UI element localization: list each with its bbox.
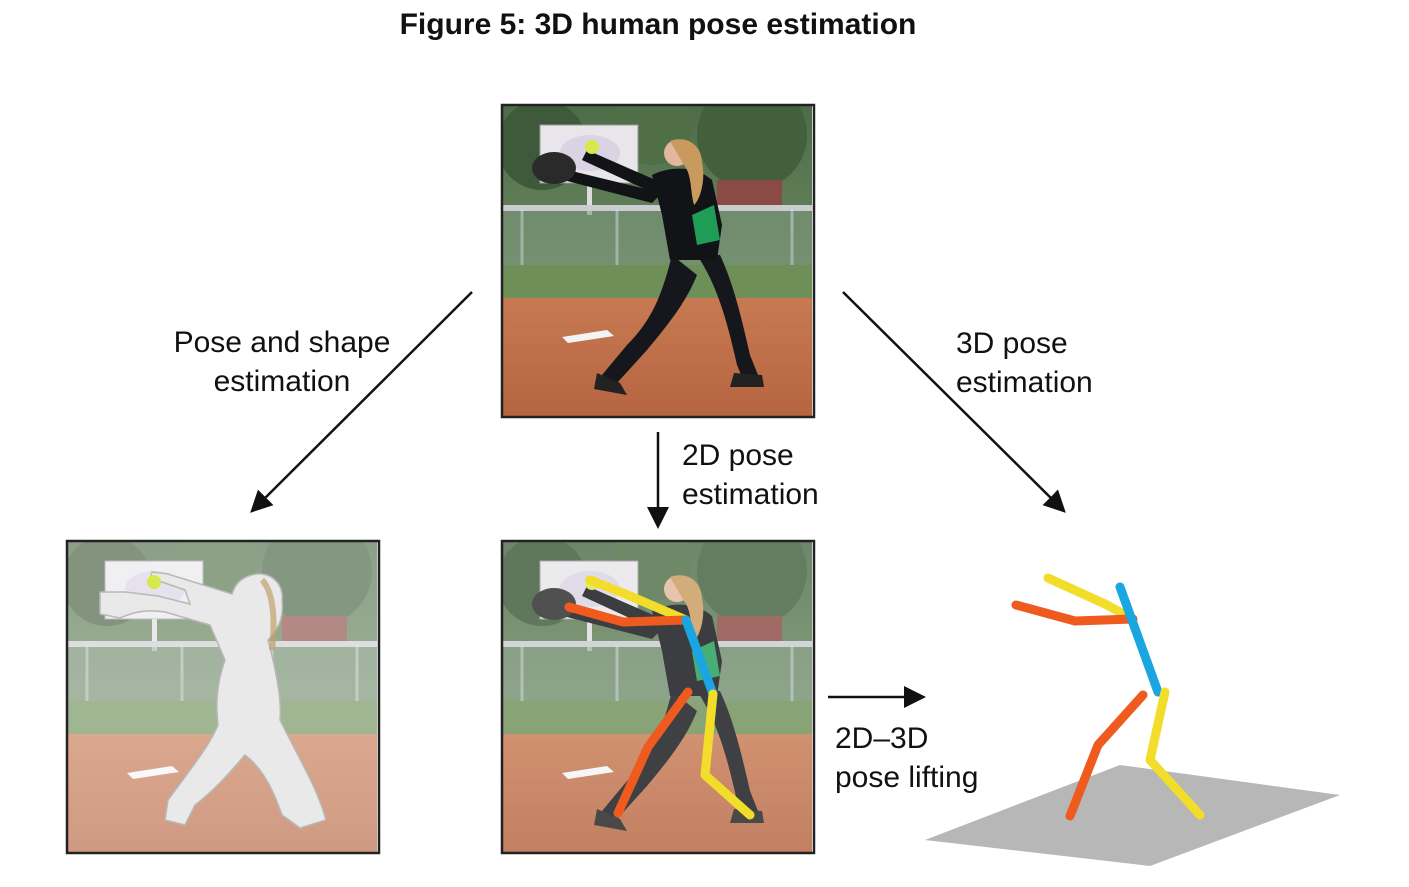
pose-shape-result-photo bbox=[65, 539, 381, 855]
label-pose-shape-line-2: estimation bbox=[213, 365, 351, 398]
label-2d-pose-line-2: estimation bbox=[682, 478, 819, 511]
ground-plane bbox=[925, 765, 1340, 866]
label-3d-pose-estimation: 3D pose estimation bbox=[956, 324, 1093, 402]
figure-title: Figure 5: 3D human pose estimation bbox=[399, 8, 917, 41]
2d-skeleton bbox=[564, 575, 755, 820]
label-pose-shape-line-1: Pose and shape bbox=[173, 326, 391, 359]
arrows bbox=[250, 291, 1066, 708]
3d-skeleton bbox=[1011, 573, 1205, 821]
label-2d-pose-line-1: 2D pose bbox=[682, 439, 794, 472]
label-2d-pose-estimation: 2D pose estimation bbox=[682, 436, 819, 514]
label-2d-3d-pose-lifting: 2D–3D pose lifting bbox=[835, 719, 978, 797]
label-lifting-line-1: 2D–3D bbox=[835, 722, 929, 755]
input-photo bbox=[500, 103, 816, 419]
label-lifting-line-2: pose lifting bbox=[835, 761, 979, 794]
arrow-3d-pose bbox=[842, 291, 1066, 513]
arrow-pose-shape bbox=[250, 291, 473, 513]
label-3d-pose-line-1: 3D pose bbox=[956, 327, 1068, 360]
label-3d-pose-line-2: estimation bbox=[956, 366, 1093, 399]
label-pose-shape-estimation: Pose and shape estimation bbox=[166, 323, 398, 401]
body-mesh bbox=[99, 571, 327, 829]
3d-pose-result bbox=[925, 573, 1340, 866]
2d-pose-result-photo bbox=[500, 539, 816, 855]
